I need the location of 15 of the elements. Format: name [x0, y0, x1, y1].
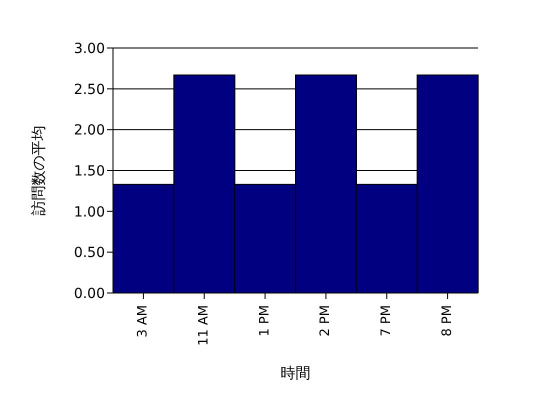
y-tick-label: 1.00 [74, 204, 105, 220]
y-axis-title: 訪問数の平均 [29, 126, 48, 216]
x-tick-label: 11 AM [196, 305, 212, 346]
y-tick-label: 3.00 [74, 40, 105, 57]
y-tick-label: 2.50 [74, 82, 105, 98]
x-tick-label: 2 PM [318, 305, 334, 336]
x-tick-label: 3 AM [136, 305, 151, 338]
x-axis-title: 時間 [280, 364, 310, 382]
y-tick-label: 0.50 [74, 245, 105, 262]
y-tick-label: 1.50 [74, 163, 105, 180]
x-tick-label: 7 PM [378, 305, 394, 336]
y-tick-label: 0.00 [74, 286, 105, 302]
x-tick-label: 1 PM [257, 305, 272, 336]
y-tick-label: 2.00 [74, 122, 105, 139]
x-tick-label: 8 PM [440, 305, 455, 336]
